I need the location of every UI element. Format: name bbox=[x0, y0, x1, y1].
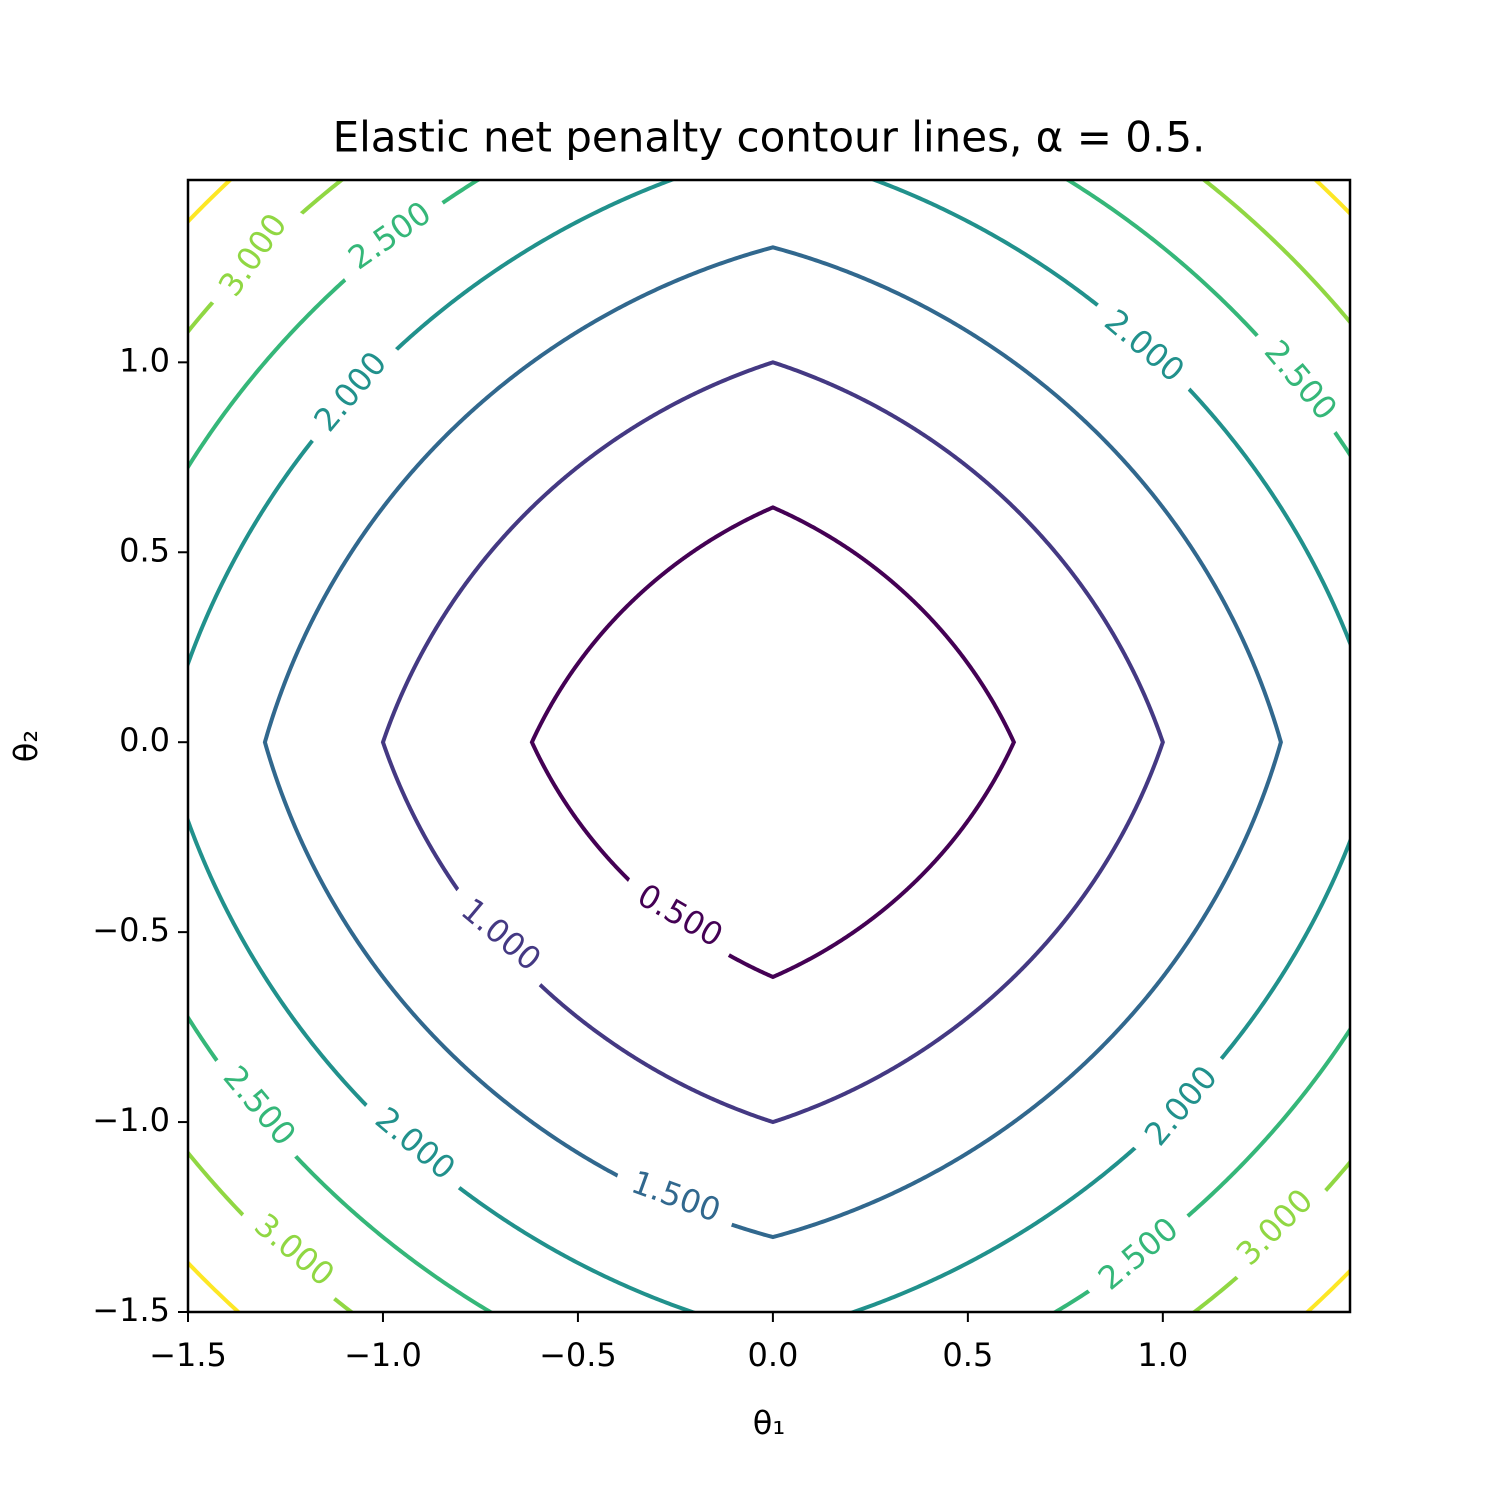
x-tick-label: 0.5 bbox=[942, 1336, 993, 1374]
contour-label-gap bbox=[1217, 1170, 1334, 1287]
y-tick-label: 1.0 bbox=[119, 341, 170, 379]
y-tick-label: 0.0 bbox=[119, 721, 170, 759]
contour-label-gap bbox=[1082, 291, 1204, 403]
x-tick-label: −0.5 bbox=[539, 1336, 617, 1374]
contour-label-gap bbox=[1127, 1046, 1238, 1168]
contour-label-gap bbox=[1244, 320, 1355, 442]
y-tick-label: −0.5 bbox=[92, 911, 170, 949]
contour-label-gap bbox=[439, 880, 561, 992]
y-tick-label: −1.0 bbox=[92, 1101, 170, 1139]
contour-label-gap bbox=[353, 1089, 475, 1201]
contour-label-gap bbox=[328, 185, 454, 289]
contour-line bbox=[529, 505, 1017, 980]
contour-label-gap bbox=[232, 1196, 354, 1307]
axes-frame bbox=[186, 178, 1352, 1314]
x-tick-label: −1.0 bbox=[344, 1336, 422, 1374]
x-tick-label: −1.5 bbox=[149, 1336, 227, 1374]
contour-label-gap bbox=[610, 1158, 741, 1239]
contour-label-gap bbox=[615, 868, 744, 966]
x-tick-label: 1.0 bbox=[1137, 1336, 1188, 1374]
contour-line bbox=[380, 360, 1165, 1125]
y-tick-label: 0.5 bbox=[119, 531, 170, 569]
x-tick-label: 0.0 bbox=[747, 1336, 798, 1374]
contour-line bbox=[262, 245, 1283, 1240]
chart-title: Elastic net penalty contour lines, α = 0… bbox=[333, 113, 1206, 162]
y-axis-label: θ₂ bbox=[7, 730, 45, 762]
contour-label-gap bbox=[203, 1046, 314, 1168]
x-axis-label: θ₁ bbox=[753, 1404, 785, 1442]
contour-label-gap bbox=[1079, 1199, 1200, 1311]
contour-label-gap bbox=[202, 193, 307, 319]
contour-line bbox=[188, 180, 1350, 1312]
y-tick-label: −1.5 bbox=[92, 1291, 170, 1329]
contour-label-gap bbox=[296, 332, 407, 454]
